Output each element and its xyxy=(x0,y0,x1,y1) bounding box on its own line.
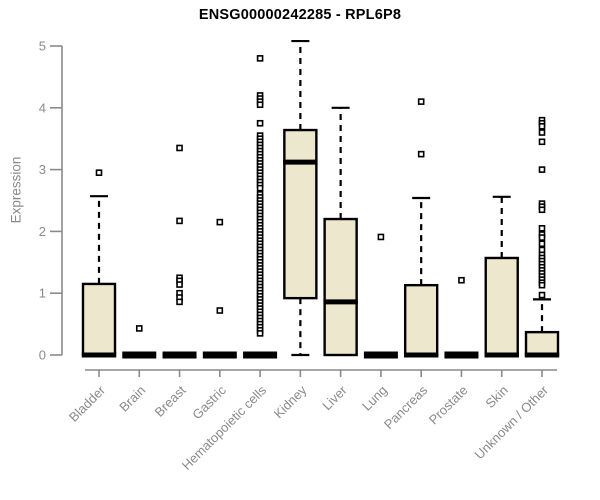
outlier-point xyxy=(377,233,385,241)
box xyxy=(81,282,117,357)
outlier-point xyxy=(417,98,425,105)
flat-box xyxy=(444,351,479,359)
outlier-point xyxy=(256,55,264,62)
outlier-point xyxy=(538,225,546,232)
outlier-point xyxy=(538,240,546,248)
box xyxy=(484,256,519,357)
x-category-label: Lung xyxy=(359,383,390,414)
outlier-point xyxy=(417,150,425,158)
outlier-point xyxy=(176,217,183,225)
y-tick-label: 2 xyxy=(39,224,46,239)
x-category-label: Bladder xyxy=(66,382,109,425)
outlier-point xyxy=(538,138,546,146)
outlier-point xyxy=(256,184,264,192)
x-category-label: Pancreas xyxy=(381,382,431,432)
x-category-label: Liver xyxy=(319,382,350,413)
x-category-label: Prostate xyxy=(426,383,471,428)
y-tick-label: 3 xyxy=(39,162,46,177)
outlier-point xyxy=(256,101,264,109)
outlier-point xyxy=(538,291,546,299)
outlier-point xyxy=(176,281,183,288)
outlier-point xyxy=(95,169,103,176)
x-category-label: Skin xyxy=(482,383,510,411)
box xyxy=(403,283,439,357)
flat-box xyxy=(243,351,278,359)
outlier-point xyxy=(538,281,546,289)
outlier-point xyxy=(538,206,546,214)
x-category-label: Breast xyxy=(151,382,188,419)
box xyxy=(524,330,560,357)
x-category-label: Gastric xyxy=(189,382,229,422)
outlier-point xyxy=(458,276,465,284)
outlier-point xyxy=(135,325,143,332)
outlier-point xyxy=(256,119,264,127)
y-tick-label: 4 xyxy=(39,100,46,115)
flat-box xyxy=(363,351,398,359)
outlier-point xyxy=(538,234,546,241)
chart-title: ENSG00000242285 - RPL6P8 xyxy=(198,7,402,23)
y-tick-label: 1 xyxy=(39,286,46,301)
flat-box xyxy=(202,351,237,359)
x-category-label: Brain xyxy=(116,383,148,415)
outlier-point xyxy=(538,129,546,136)
y-tick-label: 5 xyxy=(39,39,46,54)
x-category-label: Kidney xyxy=(271,382,310,421)
box xyxy=(283,128,318,300)
flat-box xyxy=(122,351,157,359)
outlier-point xyxy=(216,307,224,314)
outlier-point xyxy=(256,330,264,337)
flat-box xyxy=(162,351,197,359)
box xyxy=(323,217,358,357)
y-tick-label: 0 xyxy=(39,348,46,363)
outlier-point xyxy=(538,123,546,130)
outlier-point xyxy=(176,144,183,152)
x-category-label: Unknown / Other xyxy=(472,382,552,462)
outlier-point xyxy=(216,218,224,226)
outlier-point xyxy=(176,298,183,306)
outlier-point xyxy=(538,166,546,173)
